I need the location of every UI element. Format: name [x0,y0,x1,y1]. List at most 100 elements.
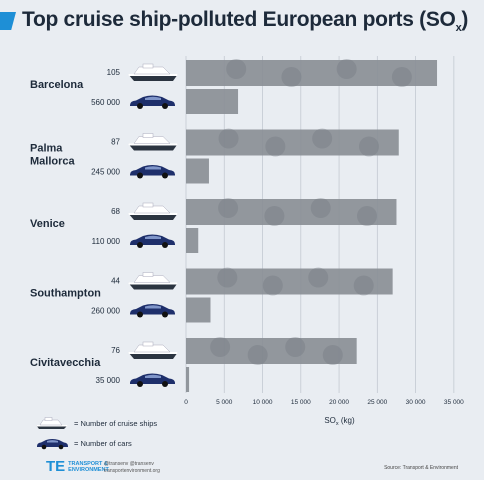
website-link[interactable]: transportenvironment.org [104,468,160,474]
ship-stripe [128,352,178,354]
car-wheel [137,311,143,318]
te-logo-mark: TE [46,458,66,475]
car-icon [37,439,68,450]
smoke-blob [358,136,379,157]
smoke-blob [308,267,329,288]
cruise-ship-icon [36,417,68,429]
x-tick-label: 5 000 [216,399,233,406]
smoke-blob [218,128,239,149]
smoke-blob [265,136,286,157]
ship-count-label: 68 [111,207,120,216]
te-logo: TE TRANSPORT & ENVIRONMENT [46,458,109,475]
car-count-label: 245 000 [91,168,120,177]
source-note: Source: Transport & Environment [384,465,458,471]
legend-ship: = Number of cruise ships [34,416,157,430]
smoke-blob [264,206,285,226]
legend-car-label: = Number of cars [74,438,132,448]
smoke-blob [217,267,238,288]
cruise-bar [186,338,357,364]
port-label: Mallorca [30,156,76,168]
car-count-label: 110 000 [92,237,121,246]
car-wheel [137,242,143,248]
cruise-bar [186,60,438,86]
chart-title: Top cruise ship-polluted European ports … [22,8,469,35]
port-label: Venice [30,218,65,230]
car-wheel [162,172,168,179]
x-tick-label: 10 000 [253,399,273,406]
smoke-blob [218,198,239,218]
ship-stripe [128,213,178,215]
car-window [145,305,161,309]
cruise-bar [186,199,397,225]
cruise-bar [186,129,399,156]
ship-deck [133,205,171,214]
car-wheel [162,242,168,248]
ship-deck [133,66,171,75]
x-tick-label: 25 000 [367,399,387,406]
car-bar [186,158,209,184]
x-tick-label: 20 000 [329,399,349,406]
smoke-blob [210,337,231,357]
smoke-blob [353,275,374,296]
smoke-blob [262,275,283,296]
logo-line1: TRANSPORT & [68,461,108,467]
x-tick-label: 30 000 [406,399,426,406]
ship-funnel [142,341,154,347]
car-window [145,166,161,170]
car-bar [186,367,190,392]
car-count-label: 35 000 [96,376,121,385]
port-label: Barcelona [30,79,84,91]
car-bar [186,228,199,253]
port-label: Civitavecchia [30,357,101,369]
legend-ship-label: = Number of cruise ships [74,418,158,428]
ship-count-label: 44 [111,277,120,286]
title-accent-bar [0,12,16,30]
x-tick-label: 0 [184,399,188,406]
port-label: Palma [30,143,63,155]
logo-line2: ENVIRONMENT [68,467,109,473]
car-wheel [137,103,143,109]
smoke-blob [281,67,302,87]
smoke-blob [310,198,331,218]
car-count-label: 560 000 [91,98,120,107]
cruise-bar [186,268,393,295]
ship-funnel [142,202,154,208]
ship-funnel [142,63,154,69]
ship-funnel [142,133,154,138]
car-wheel [137,381,143,387]
ship-deck [133,136,171,144]
x-axis-label: SOx (kg) [324,416,355,427]
smoke-blob [226,59,247,79]
ship-stripe [128,74,178,76]
smoke-blob [336,59,357,79]
car-wheel [137,172,143,179]
car-count-label: 260 000 [91,307,120,316]
car-bar [186,89,239,114]
car-window [145,374,161,378]
ship-stripe [128,282,178,285]
x-tick-label: 15 000 [291,399,311,406]
x-tick-label: 35 000 [444,399,464,406]
car-wheel [162,381,168,387]
ship-count-label: 87 [111,138,120,147]
car-wheel [162,103,168,109]
ship-deck [133,344,171,353]
smoke-blob [391,67,412,87]
smoke-blob [312,128,333,149]
car-wheel [162,311,168,318]
ship-funnel [142,272,154,277]
car-window [145,96,161,100]
smoke-blob [247,345,268,365]
car-bar [186,297,211,323]
ship-deck [133,275,171,283]
smoke-blob [322,345,343,365]
social-links: @transenv @transenv transportenvironment… [104,461,160,475]
car-window [145,235,161,239]
ship-count-label: 76 [111,346,120,355]
smoke-blob [285,337,306,357]
ship-stripe [128,143,178,146]
social-handles: @transenv @transenv [104,461,154,467]
legend-car: = Number of cars [34,436,132,450]
ship-count-label: 105 [107,68,121,77]
port-label: Southampton [30,288,101,300]
